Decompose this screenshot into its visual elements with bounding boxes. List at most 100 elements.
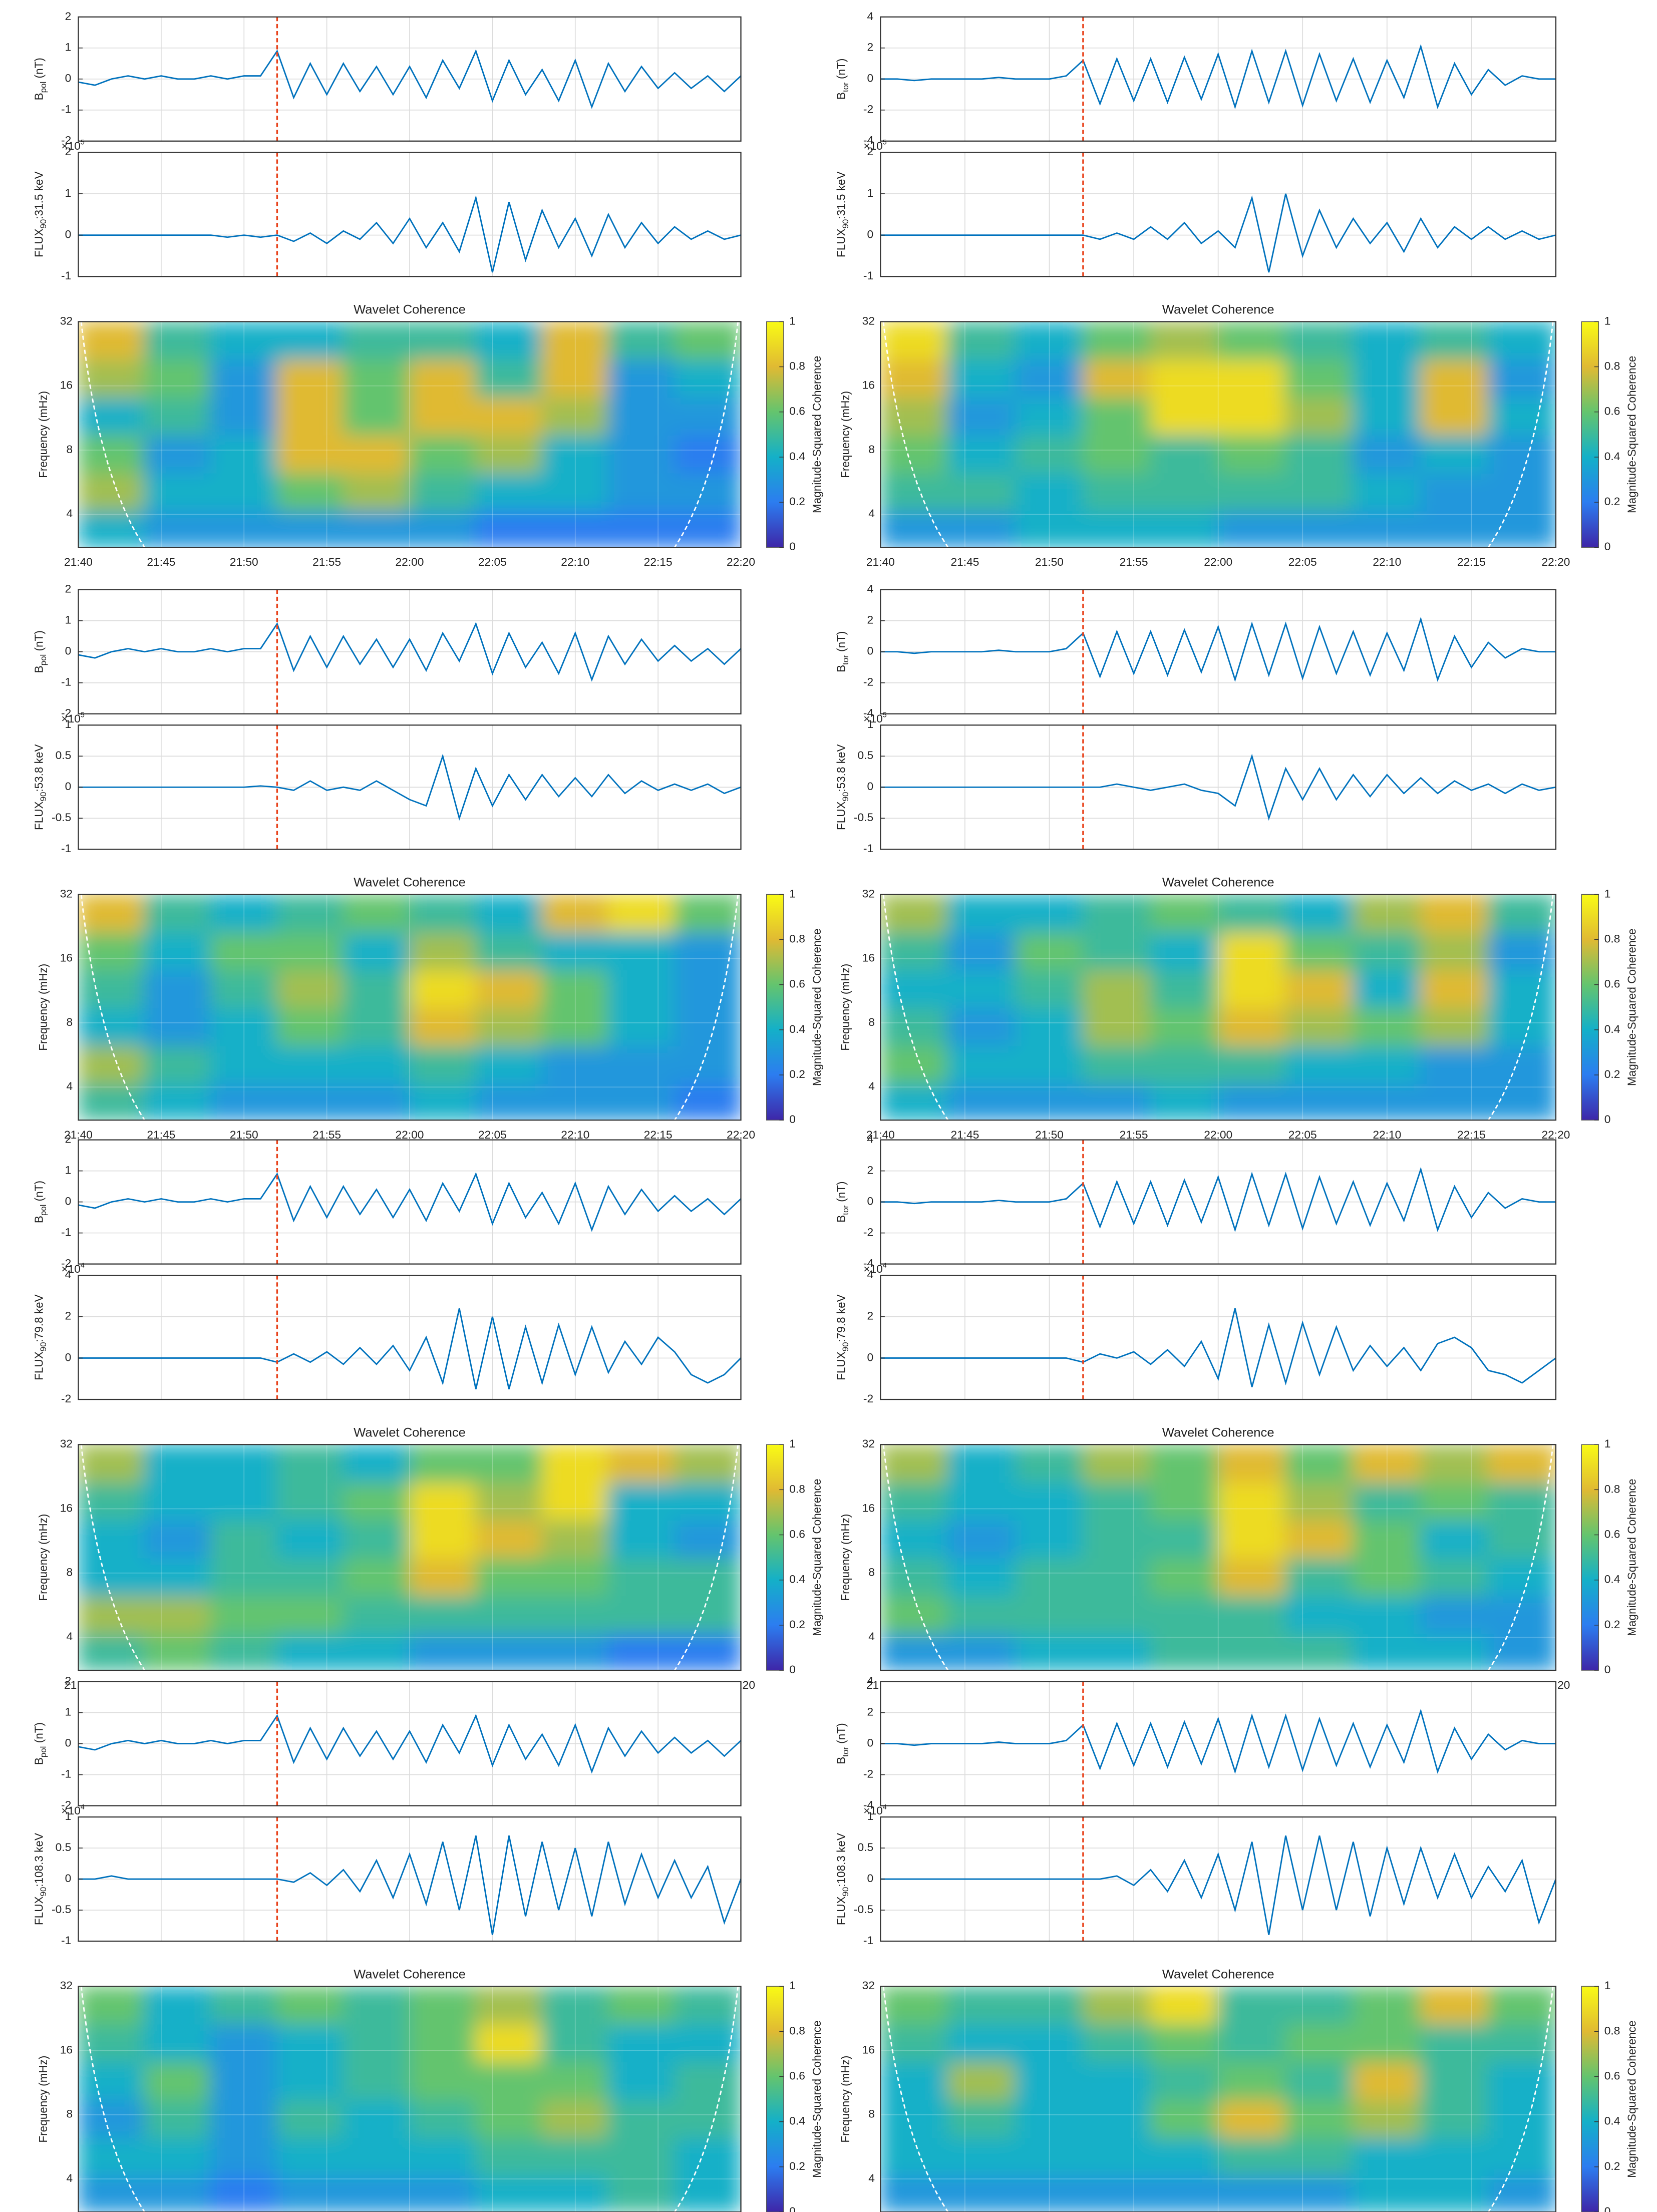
x-tick-label: 22:00: [396, 555, 424, 568]
coherence-cell: [78, 1557, 146, 1597]
y-tick-label: 16: [60, 1502, 73, 1515]
x-tick-label: 22:15: [1457, 555, 1486, 568]
coherence-cell: [1015, 1595, 1084, 1635]
coherence-cell: [1285, 1444, 1354, 1483]
coherence-cell: [674, 1006, 741, 1046]
y-tick-label: -2: [863, 675, 873, 688]
y-tick-label: 8: [66, 2107, 73, 2120]
plot-frame: [78, 1816, 742, 1942]
colorbar-tick-label: 0: [789, 2204, 796, 2212]
colorbar-label: Magnitude-Squared Coherence: [810, 1479, 823, 1636]
colorbar-tick-label: 0.2: [1604, 1067, 1620, 1080]
colorbar-tick-label: 0.4: [789, 450, 805, 463]
exponent-power: 4: [883, 1261, 887, 1269]
coherence-cell: [343, 1044, 411, 1084]
coherence-cell: [880, 2023, 949, 2062]
coherence-cell: [409, 434, 477, 474]
coherence-cell: [1487, 1595, 1556, 1635]
cone-of-influence: [674, 321, 739, 548]
coherence-cell: [475, 434, 543, 474]
coherence-cell: [1217, 1044, 1286, 1084]
coherence-cell: [1015, 1444, 1084, 1483]
coherence-cell: [607, 1481, 676, 1521]
coherence-cell: [78, 2061, 146, 2100]
coherence-cell: [1420, 1633, 1489, 1671]
coherence-cell: [343, 1557, 411, 1597]
coherence-cell: [210, 931, 278, 971]
coherence-cell: [409, 1519, 477, 1559]
coherence-cell: [78, 358, 146, 398]
panel: -1 -0.5 0 0.5 1 FLUX90:53.8 keV ×105: [834, 710, 1557, 855]
data-line: [78, 1835, 741, 1935]
y-tick-label: -1: [61, 1226, 71, 1239]
coherence-cell: [276, 2023, 345, 2062]
y-axis-label: Btor (nT): [834, 631, 850, 672]
coherence-cell: [144, 1519, 212, 1559]
coherence-cell: [210, 472, 278, 512]
coherence-cell: [1015, 1986, 1084, 2025]
coherence-cell: [947, 321, 1017, 360]
coherence-cell: [1487, 510, 1556, 548]
coherence-cell: [78, 2023, 146, 2062]
coherence-cell: [1082, 358, 1152, 398]
y-label-part: tor: [841, 1205, 850, 1215]
colorbar-tick-label: 0.8: [1604, 359, 1620, 373]
coherence-cell: [1487, 2136, 1556, 2176]
coherence-cell: [343, 2061, 411, 2100]
coherence-cell: [947, 2061, 1017, 2100]
y-axis-label: Frequency (mHz): [37, 2056, 50, 2143]
coherence-cell: [541, 1986, 609, 2025]
coherence-cell: [475, 1082, 543, 1121]
colorbar-tick-label: 1: [789, 1437, 796, 1450]
coherence-cell: [1420, 969, 1489, 1008]
y-label-part: FLUX: [834, 1897, 847, 1926]
coherence-cell: [1150, 1986, 1219, 2025]
coherence-cell: [880, 1082, 949, 1121]
y-tick-label: -1: [61, 1934, 71, 1947]
y-tick-label: 4: [867, 1674, 873, 1687]
coherence-cell: [475, 510, 543, 548]
coherence-cell: [880, 2136, 949, 2176]
coherence-cell: [144, 2098, 212, 2138]
coherence-cell: [1285, 510, 1354, 548]
cone-of-influence: [674, 1444, 739, 1671]
coherence-cell: [210, 358, 278, 398]
coherence-cell: [409, 894, 477, 933]
heatmap-clip: [78, 894, 741, 1121]
coherence-cell: [1420, 1082, 1489, 1121]
coherence-cell: [1217, 472, 1286, 512]
y-axis-label: Bpol (nT): [33, 630, 49, 673]
y-axis-label: Frequency (mHz): [37, 391, 50, 478]
coherence-cell: [475, 2174, 543, 2212]
coherence-cell: [1352, 2174, 1422, 2212]
colorbar: [766, 1986, 784, 2212]
coherence-cell: [1150, 2174, 1219, 2212]
coherence-cell: [1082, 1082, 1152, 1121]
coherence-cell: [674, 1481, 741, 1521]
y-label-part: (nT): [33, 58, 46, 82]
coherence-cell: [409, 510, 477, 548]
coherence-cell: [343, 1633, 411, 1671]
coherence-cell: [1487, 396, 1556, 436]
y-tick-label: -4: [863, 706, 873, 719]
y-label-part: pol: [39, 82, 49, 93]
coherence-cell: [541, 358, 609, 398]
coherence-cell: [947, 1444, 1017, 1483]
coherence-cell: [1082, 969, 1152, 1008]
coherence-cell: [880, 1044, 949, 1084]
y-tick-label: -1: [61, 269, 71, 282]
coherence-cell: [78, 396, 146, 436]
coherence-cell: [1352, 2098, 1422, 2138]
coherence-cell: [78, 321, 146, 360]
coherence-cell: [1285, 434, 1354, 474]
colorbar-tick-label: 0: [789, 540, 796, 553]
y-tick-label: -2: [61, 706, 71, 719]
chart-title: Wavelet Coherence: [1162, 303, 1274, 317]
x-tick-label: 22:20: [727, 1128, 755, 1141]
coherence-cell: [343, 321, 411, 360]
coherence-cell: [343, 1082, 411, 1121]
coherence-cell: [541, 2023, 609, 2062]
coherence-cell: [210, 1519, 278, 1559]
y-tick-label: 0: [65, 1350, 72, 1363]
y-label-part: FLUX: [834, 1351, 847, 1380]
